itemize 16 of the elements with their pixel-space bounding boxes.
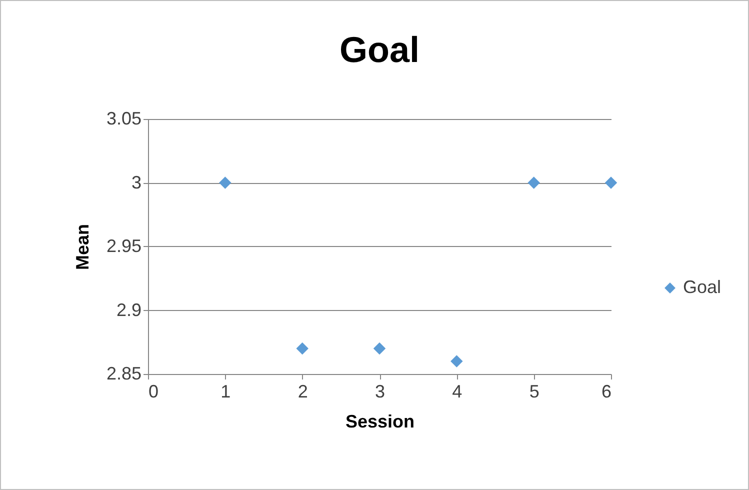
y-tick-label: 2.85 — [106, 364, 142, 384]
y-tick-label: 2.9 — [116, 300, 142, 320]
x-tick-label: 6 — [601, 382, 612, 402]
y-tick-label: 2.95 — [106, 236, 142, 256]
y-axis-title: Mean — [72, 224, 92, 270]
y-tick-label: 3 — [131, 172, 142, 192]
chart-title: Goal — [339, 29, 420, 70]
x-tick-label: 2 — [298, 382, 308, 402]
x-axis-title: Session — [345, 412, 415, 432]
x-tick-label: 5 — [529, 382, 540, 402]
x-tick-label: 3 — [374, 382, 386, 402]
x-tick-label: 1 — [220, 382, 231, 402]
y-tick-label: 3.05 — [106, 108, 142, 128]
x-tick-label: 4 — [452, 382, 462, 402]
x-tick-label: 0 — [148, 382, 159, 402]
legend-label: Goal — [683, 277, 722, 297]
